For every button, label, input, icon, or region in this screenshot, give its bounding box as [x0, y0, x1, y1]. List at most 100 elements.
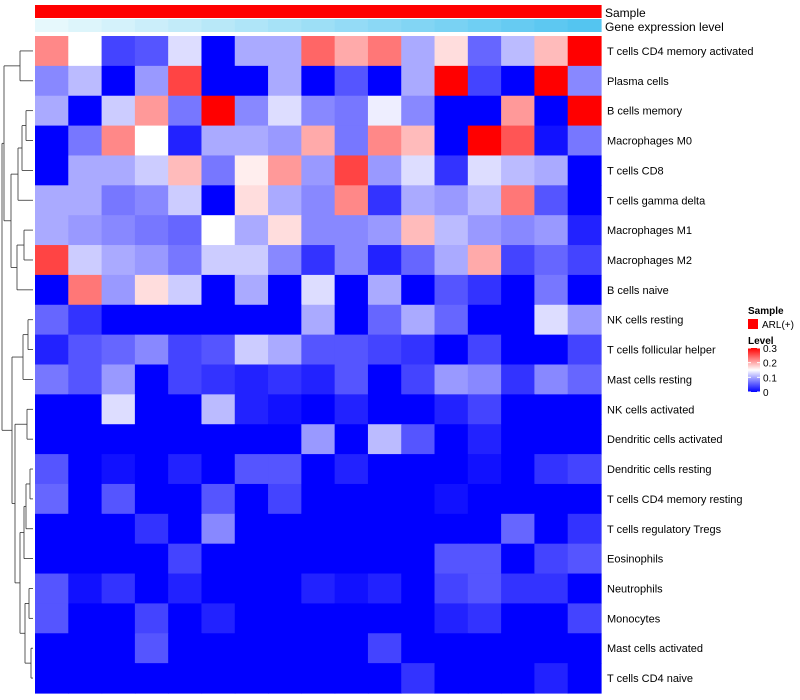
- heatmap-cell: [534, 215, 569, 246]
- heatmap-cell: [201, 245, 236, 276]
- heatmap-cell: [367, 424, 402, 455]
- heatmap-cell: [201, 304, 236, 336]
- heatmap-cell: [534, 394, 569, 425]
- heatmap-cell: [234, 125, 269, 157]
- heatmap-cell: [534, 245, 569, 276]
- heatmap-cell: [434, 304, 469, 336]
- heatmap-cell: [101, 215, 136, 246]
- heatmap-cell: [401, 304, 436, 336]
- heatmap-cell: [367, 304, 402, 336]
- heatmap-cell: [467, 573, 502, 605]
- heatmap-cell: [401, 603, 436, 634]
- heatmap-cell: [467, 95, 502, 127]
- row-label: Macrophages M0: [607, 136, 692, 148]
- legend-level-title: Level: [748, 336, 774, 347]
- heatmap-cell: [68, 364, 103, 395]
- heatmap-cell: [501, 483, 536, 515]
- gene-expression-annotation-cell: [201, 19, 236, 32]
- gene-expression-annotation-cell: [134, 19, 169, 32]
- heatmap-cell: [168, 513, 203, 545]
- heatmap-cell: [134, 513, 169, 545]
- row-label: Mast cells resting: [607, 374, 692, 386]
- heatmap-cell: [68, 633, 103, 664]
- heatmap-cell: [434, 95, 469, 127]
- heatmap-cell: [467, 424, 502, 455]
- gene-expression-annotation-cell: [301, 19, 336, 32]
- heatmap-cell: [201, 334, 236, 366]
- heatmap-cell: [567, 274, 602, 306]
- heatmap-cell: [35, 65, 69, 97]
- sample-annotation-cell: [268, 5, 302, 18]
- heatmap-cell: [534, 513, 569, 545]
- sample-annotation-cell: [501, 5, 536, 18]
- heatmap-cell: [534, 573, 569, 605]
- heatmap-cell: [101, 454, 136, 485]
- heatmap-cell: [35, 603, 69, 634]
- heatmap-cell: [268, 483, 302, 515]
- heatmap-cell: [434, 125, 469, 157]
- row-label: B cells memory: [607, 106, 683, 118]
- heatmap-cell: [201, 543, 236, 575]
- legend-level-colorbar: [748, 348, 760, 392]
- heatmap-cell: [68, 424, 103, 455]
- heatmap-cell: [534, 364, 569, 395]
- heatmap-cell: [301, 125, 336, 157]
- heatmap-cell: [567, 304, 602, 336]
- sample-annotation-cell: [534, 5, 569, 18]
- heatmap-cell: [434, 185, 469, 216]
- heatmap-cell: [68, 185, 103, 216]
- heatmap-cell: [234, 483, 269, 515]
- heatmap-cell: [168, 483, 203, 515]
- gene-expression-annotation-cell: [101, 19, 136, 32]
- heatmap-cell: [168, 125, 203, 157]
- heatmap-cell: [35, 245, 69, 276]
- heatmap-cell: [334, 274, 369, 306]
- heatmap-cell: [268, 125, 302, 157]
- heatmap-cell: [201, 663, 236, 694]
- heatmap-cell: [334, 245, 369, 276]
- heatmap-cell: [168, 663, 203, 694]
- heatmap-cell: [301, 95, 336, 127]
- heatmap-cell: [268, 215, 302, 246]
- heatmap-cell: [367, 633, 402, 664]
- heatmap-cell: [534, 424, 569, 455]
- row-label: B cells naive: [607, 285, 669, 297]
- heatmap-cell: [334, 304, 369, 336]
- heatmap-cell: [501, 36, 536, 67]
- heatmap-cell: [501, 334, 536, 366]
- heatmap-cell: [234, 513, 269, 545]
- heatmap-cell: [334, 155, 369, 186]
- heatmap-cell: [401, 663, 436, 694]
- legend-sample-entry: ARL(+): [762, 320, 794, 331]
- gene-expression-annotation-label: Gene expression level: [605, 20, 724, 34]
- heatmap-cell: [567, 573, 602, 605]
- heatmap-cell: [35, 424, 69, 455]
- heatmap-cell: [467, 274, 502, 306]
- heatmap-cell: [201, 573, 236, 605]
- sample-annotation-cell: [234, 5, 269, 18]
- heatmap-cell: [367, 185, 402, 216]
- heatmap-cell: [168, 185, 203, 216]
- heatmap-cell: [168, 633, 203, 664]
- sample-annotation-label: Sample: [605, 6, 646, 20]
- heatmap-cell: [168, 36, 203, 67]
- heatmap-cell: [134, 334, 169, 366]
- heatmap-cell: [168, 155, 203, 186]
- heatmap-cell: [35, 454, 69, 485]
- heatmap-cell: [134, 573, 169, 605]
- heatmap-cell: [334, 334, 369, 366]
- heatmap-cell: [567, 155, 602, 186]
- gene-expression-annotation-cell: [501, 19, 536, 32]
- heatmap-cell: [467, 125, 502, 157]
- heatmap-cell: [301, 304, 336, 336]
- heatmap-cell: [268, 424, 302, 455]
- heatmap-cell: [101, 185, 136, 216]
- heatmap-cell: [134, 185, 169, 216]
- heatmap-cell: [334, 513, 369, 545]
- heatmap-cell: [467, 245, 502, 276]
- heatmap-cell: [68, 483, 103, 515]
- heatmap-cell: [367, 454, 402, 485]
- heatmap-cell: [35, 483, 69, 515]
- heatmap-cell: [301, 663, 336, 694]
- heatmap-cell: [334, 483, 369, 515]
